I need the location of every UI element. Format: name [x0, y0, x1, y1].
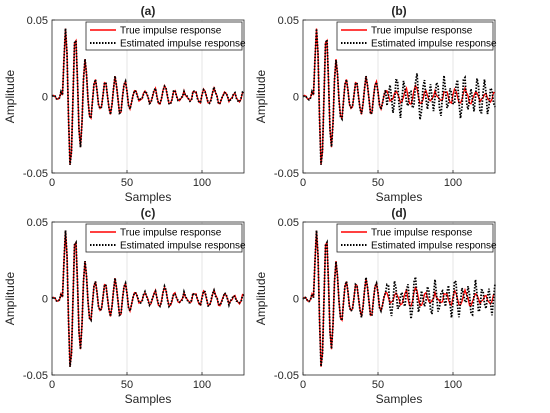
y-tick-label: 0	[293, 92, 299, 104]
y-tick-label: 0.05	[27, 217, 48, 229]
x-tick-label: 50	[372, 379, 384, 391]
subplot-title: (d)	[391, 206, 406, 220]
y-tick-label: 0.05	[278, 217, 299, 229]
x-tick-label: 50	[121, 177, 133, 189]
x-tick-label: 0	[49, 177, 55, 189]
x-axis-label: Samples	[125, 190, 172, 204]
legend: True impulse response Estimated impulse …	[85, 223, 246, 253]
series-line-estimated	[51, 230, 245, 367]
y-tick-label: 0.05	[27, 15, 48, 27]
legend-label-true: True impulse response	[371, 26, 473, 37]
legend-label-true: True impulse response	[120, 228, 222, 239]
legend: True impulse response Estimated impulse …	[336, 223, 497, 253]
legend: True impulse response Estimated impulse …	[85, 21, 246, 51]
legend-label-true: True impulse response	[120, 26, 222, 37]
legend-label-estimated: Estimated impulse response	[120, 241, 246, 252]
legend-label-true: True impulse response	[371, 228, 473, 239]
y-tick-label: 0	[42, 294, 48, 306]
series-line-estimated	[51, 28, 245, 165]
y-tick-label: 0	[293, 294, 299, 306]
legend: True impulse response Estimated impulse …	[336, 21, 497, 51]
series-line-true	[302, 230, 496, 367]
x-axis-label: Samples	[376, 392, 423, 406]
subplot-title: (c)	[141, 206, 156, 220]
legend-box	[336, 223, 494, 253]
legend-label-estimated: Estimated impulse response	[120, 39, 246, 50]
legend-label-estimated: Estimated impulse response	[371, 241, 497, 252]
legend-box	[336, 21, 494, 51]
y-tick-label: -0.05	[274, 168, 299, 180]
legend-box	[85, 223, 243, 253]
y-axis-label: Amplitude	[254, 70, 268, 124]
x-tick-label: 100	[193, 177, 211, 189]
x-axis-label: Samples	[125, 392, 172, 406]
x-tick-label: 0	[49, 379, 55, 391]
y-tick-label: -0.05	[274, 370, 299, 382]
y-tick-label: 0.05	[278, 15, 299, 27]
x-tick-label: 0	[300, 379, 306, 391]
subplot-title: (a)	[141, 4, 156, 18]
y-axis-label: Amplitude	[3, 70, 17, 124]
series-line-estimated	[302, 28, 496, 165]
x-tick-label: 100	[444, 379, 462, 391]
legend-box	[85, 21, 243, 51]
y-axis-label: Amplitude	[254, 272, 268, 326]
y-tick-label: -0.05	[23, 370, 48, 382]
subplot-title: (b)	[391, 4, 406, 18]
x-tick-label: 0	[300, 177, 306, 189]
x-tick-label: 100	[444, 177, 462, 189]
series-line-estimated	[302, 230, 496, 367]
y-axis-label: Amplitude	[3, 272, 17, 326]
x-axis-label: Samples	[376, 190, 423, 204]
x-tick-label: 100	[193, 379, 211, 391]
y-tick-label: 0	[42, 92, 48, 104]
x-tick-label: 50	[372, 177, 384, 189]
y-tick-label: -0.05	[23, 168, 48, 180]
legend-label-estimated: Estimated impulse response	[371, 39, 497, 50]
x-tick-label: 50	[121, 379, 133, 391]
